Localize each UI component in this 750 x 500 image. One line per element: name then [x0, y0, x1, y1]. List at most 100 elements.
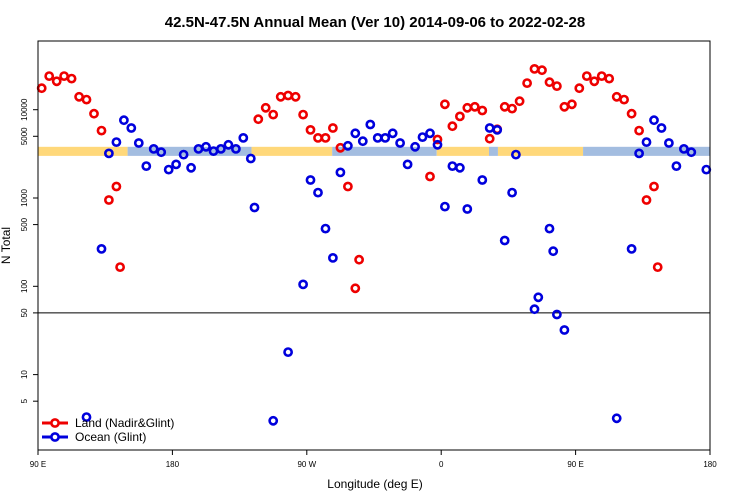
- data-point: [387, 128, 398, 139]
- data-point: [686, 147, 697, 158]
- data-point: [141, 161, 152, 171]
- data-point: [104, 148, 114, 159]
- data-point: [529, 64, 540, 74]
- x-tick-label: 90 E: [567, 460, 583, 469]
- data-point: [634, 148, 644, 159]
- data-point: [215, 143, 226, 154]
- y-tick-label: 10: [20, 370, 29, 379]
- surface-band: [38, 146, 710, 156]
- data-point: [380, 132, 391, 143]
- data-point: [484, 123, 495, 133]
- data-point: [350, 283, 361, 294]
- data-point: [649, 181, 659, 192]
- chart-title: 42.5N-47.5N Annual Mean (Ver 10) 2014-09…: [165, 14, 585, 31]
- data-point: [656, 123, 667, 133]
- data-point: [410, 141, 420, 152]
- data-point: [679, 143, 689, 154]
- data-point: [454, 111, 465, 122]
- data-point: [133, 138, 144, 148]
- data-point: [305, 175, 316, 185]
- data-point: [104, 195, 114, 205]
- surface-segment-ocean: [488, 146, 498, 156]
- data-point: [354, 254, 364, 265]
- data-point: [111, 137, 122, 147]
- data-point: [51, 76, 62, 87]
- data-point: [342, 181, 353, 192]
- data-point: [432, 134, 443, 145]
- data-point: [432, 139, 443, 150]
- data-point: [402, 159, 413, 170]
- data-point: [283, 90, 293, 101]
- data-point: [238, 132, 249, 143]
- data-point: [283, 347, 293, 357]
- data-point: [201, 141, 211, 152]
- data-point: [567, 99, 577, 110]
- surface-segment-land: [251, 146, 333, 156]
- data-point: [454, 162, 465, 173]
- data-point: [522, 78, 532, 88]
- data-point: [462, 102, 473, 113]
- data-point: [559, 325, 570, 335]
- y-tick-label: 1000: [20, 189, 29, 207]
- data-point: [425, 128, 435, 139]
- x-tick-label: 180: [703, 460, 717, 469]
- data-point: [641, 137, 652, 147]
- legend-label: Land (Nadir&Glint): [75, 416, 174, 430]
- data-point: [268, 415, 279, 426]
- x-tick-label: 90 W: [297, 460, 316, 469]
- data-point: [589, 76, 600, 87]
- data-point: [148, 143, 159, 154]
- data-point: [664, 138, 674, 148]
- data-point: [559, 101, 570, 112]
- data-point: [671, 161, 682, 171]
- data-point: [596, 71, 607, 81]
- x-tick-label: 0: [439, 460, 444, 469]
- data-point: [499, 235, 510, 246]
- data-point: [320, 132, 331, 143]
- y-tick-label: 10000: [20, 98, 29, 121]
- data-point: [171, 159, 181, 170]
- data-point: [178, 149, 189, 160]
- data-point: [115, 262, 125, 272]
- data-point: [652, 262, 663, 272]
- data-point: [59, 71, 69, 81]
- data-point: [649, 115, 659, 126]
- data-point: [305, 124, 316, 135]
- data-point: [313, 187, 323, 198]
- data-point: [365, 119, 376, 130]
- data-point: [544, 77, 555, 88]
- data-point: [611, 413, 622, 424]
- data-point: [357, 136, 368, 147]
- surface-segment-land: [497, 146, 584, 156]
- series-ocean: [81, 115, 712, 426]
- data-point: [477, 105, 488, 116]
- data-point: [66, 73, 77, 84]
- surface-segment-ocean: [127, 146, 252, 156]
- data-point: [439, 201, 450, 212]
- y-tick-label: 100: [20, 279, 29, 293]
- data-point: [447, 161, 458, 171]
- data-point: [417, 132, 428, 142]
- surface-segment-land: [436, 146, 489, 156]
- data-point: [327, 123, 338, 133]
- x-axis-label: Longitude (deg E): [327, 477, 422, 491]
- data-point: [335, 167, 346, 178]
- data-point: [245, 153, 256, 164]
- data-point: [249, 202, 260, 213]
- data-point: [537, 65, 547, 76]
- data-point: [253, 114, 264, 125]
- y-axis: 5 10 50 100 500 1000 5000 10000: [20, 98, 38, 403]
- y-tick-label: 500: [20, 217, 29, 231]
- data-point: [89, 108, 99, 119]
- legend-label: Ocean (Glint): [75, 430, 146, 444]
- data-point: [126, 123, 137, 133]
- data-point: [548, 246, 559, 257]
- data-point: [626, 108, 637, 119]
- data-point: [36, 83, 47, 94]
- data-point: [395, 138, 405, 148]
- data-point: [439, 99, 450, 110]
- data-point: [477, 175, 488, 185]
- data-point: [701, 164, 712, 175]
- y-tick-label: 50: [20, 308, 29, 317]
